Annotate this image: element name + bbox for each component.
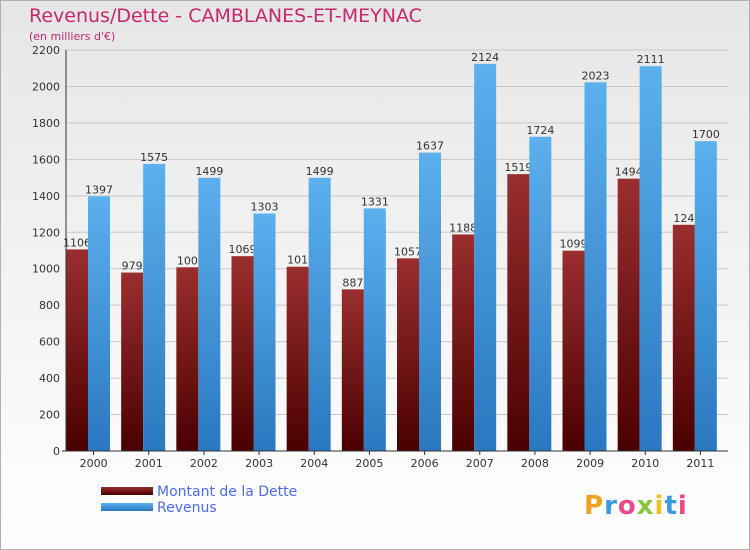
proxiti-logo: Proxiti	[584, 491, 688, 521]
x-tick-label: 2003	[245, 457, 273, 470]
x-tick-label: 2009	[576, 457, 604, 470]
data-label: 1397	[85, 183, 113, 196]
bar-revenus	[584, 82, 607, 452]
y-tick-label: 1000	[32, 263, 60, 276]
x-tick-label: 2002	[190, 457, 218, 470]
data-label: 2023	[582, 69, 610, 82]
x-tick-label: 2008	[521, 457, 549, 470]
data-label: 1106	[63, 236, 91, 249]
data-label: 1499	[306, 165, 334, 178]
data-label: 1724	[526, 124, 554, 137]
bar-dette	[617, 178, 640, 451]
y-tick-label: 2200	[32, 44, 60, 57]
data-label: 1099	[560, 238, 588, 251]
data-label: 101	[287, 254, 308, 267]
bar-revenus	[253, 213, 276, 451]
bar-dette	[231, 256, 254, 451]
y-tick-label: 800	[39, 299, 60, 312]
y-tick-label: 1600	[32, 153, 60, 166]
data-label: 1057	[394, 245, 422, 258]
data-label: 887	[342, 276, 363, 289]
y-tick-label: 200	[39, 409, 60, 422]
data-label: 979	[122, 260, 143, 273]
x-tick-label: 2011	[686, 457, 714, 470]
bar-dette	[286, 266, 309, 451]
bar-revenus	[88, 196, 110, 451]
data-label: 2111	[637, 53, 665, 66]
bar-revenus	[529, 136, 552, 451]
data-label: 1188	[449, 221, 477, 234]
data-label: 2124	[471, 51, 499, 64]
bar-dette	[341, 289, 364, 451]
x-axis-labels: 2000 2001 2002 2003 2004 2005 2006 2007 2008 2009…	[80, 457, 715, 470]
data-label: 100	[177, 254, 198, 267]
chart-title: Revenus/Dette - CAMBLANES-ET-MEYNAC	[29, 5, 422, 27]
axes	[62, 50, 728, 455]
bar-revenus	[694, 141, 717, 452]
data-label: 1700	[692, 128, 720, 141]
x-tick-label: 2005	[355, 457, 383, 470]
x-tick-label: 2000	[80, 457, 108, 470]
data-label: 1575	[140, 151, 168, 164]
logo-letter: P	[584, 491, 605, 521]
logo-letter: x	[636, 491, 655, 521]
bar-dette	[66, 249, 88, 451]
x-tick-label: 2004	[300, 457, 328, 470]
logo-letter: t	[664, 491, 678, 521]
y-tick-label: 0	[53, 445, 60, 458]
bar-dette	[397, 258, 419, 451]
bar-dette	[672, 224, 695, 451]
data-label: 1499	[195, 165, 223, 178]
y-tick-label: 600	[39, 336, 60, 349]
y-tick-label: 2000	[32, 80, 60, 93]
bar-revenus	[308, 177, 331, 451]
data-label: 1494	[615, 166, 643, 179]
x-tick-label: 2010	[631, 457, 659, 470]
legend-label-debt: Montant de la Dette	[157, 484, 298, 500]
bar-dette	[176, 267, 199, 451]
data-label: 124	[673, 212, 694, 225]
bar-dette	[562, 250, 585, 451]
data-label: 1637	[416, 140, 444, 153]
x-tick-label: 2007	[466, 457, 494, 470]
logo-letter: r	[604, 491, 618, 521]
bar-revenus	[198, 177, 221, 451]
x-tick-label: 2001	[135, 457, 163, 470]
y-tick-label: 1400	[32, 190, 60, 203]
bar-dette	[452, 234, 475, 451]
logo-letter: o	[617, 491, 637, 521]
legend-swatch-revenus	[101, 503, 153, 511]
data-label: 1069	[229, 243, 257, 256]
y-tick-label: 1800	[32, 117, 60, 130]
chart-subtitle: (en milliers d'€)	[29, 30, 116, 43]
bar-revenus	[639, 66, 662, 451]
x-tick-label: 2006	[411, 457, 439, 470]
bar-revenus	[419, 152, 441, 451]
y-axis-labels: 0 200 400 600 800 1000 1200 1400 1600 1800 2000 220…	[32, 44, 60, 458]
data-label: 1303	[251, 200, 279, 213]
bar-revenus	[474, 63, 497, 452]
logo-letter: i	[654, 491, 665, 521]
bar-revenus	[143, 163, 166, 451]
bar-dette	[121, 272, 144, 451]
legend-swatch-debt	[101, 487, 153, 495]
legend-label-revenus: Revenus	[157, 500, 217, 516]
y-tick-label: 1200	[32, 226, 60, 239]
y-tick-label: 400	[39, 372, 60, 385]
data-label: 1519	[504, 161, 532, 174]
bar-dette	[507, 174, 530, 451]
data-label: 1331	[361, 195, 389, 208]
logo-letter: i	[677, 491, 688, 521]
bar-revenus	[363, 208, 386, 451]
bars: 1106 1397 979 1575 100 1499 1069 1303 101 1499 887…	[63, 51, 720, 452]
